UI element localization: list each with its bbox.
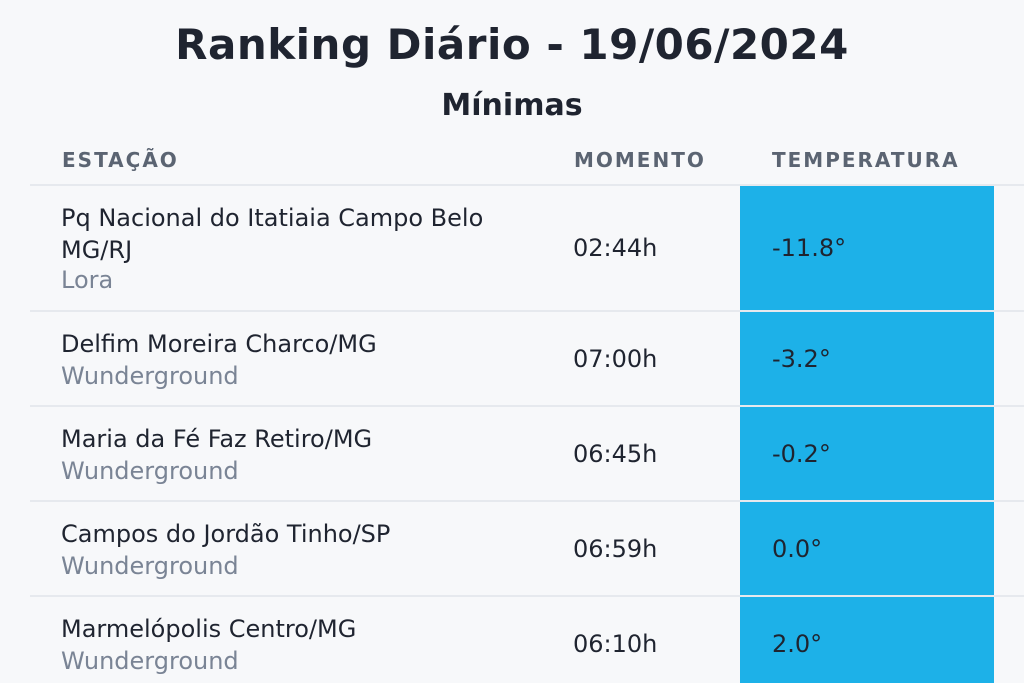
measurement-time: 06:10h	[573, 630, 658, 658]
temperature-value: 2.0°	[772, 630, 823, 658]
row-divider	[30, 595, 1024, 597]
row-divider	[30, 310, 1024, 312]
temperature-cell: -3.2°	[740, 312, 994, 405]
station-source: Lora	[61, 266, 114, 294]
column-header-moment: MOMENTO	[574, 148, 706, 172]
table-row: Pq Nacional do Itatiaia Campo Belo MG/RJ…	[30, 186, 1024, 310]
row-divider	[30, 500, 1024, 502]
measurement-time: 07:00h	[573, 345, 658, 373]
temperature-value: -0.2°	[772, 440, 831, 468]
station-name: Delfim Moreira Charco/MG	[61, 330, 377, 358]
table-row: Marmelópolis Centro/MG Wunderground 06:1…	[30, 597, 1024, 683]
row-divider	[30, 405, 1024, 407]
station-name: Campos do Jordão Tinho/SP	[61, 520, 391, 548]
page-title: Ranking Diário - 19/06/2024	[175, 20, 849, 69]
temperature-cell: -11.8°	[740, 186, 994, 310]
measurement-time: 02:44h	[573, 234, 658, 262]
measurement-time: 06:59h	[573, 535, 658, 563]
temperature-cell: 0.0°	[740, 502, 994, 595]
temperature-value: -11.8°	[772, 234, 847, 262]
station-source: Wunderground	[61, 647, 239, 675]
station-name: Pq Nacional do Itatiaia Campo Belo MG/RJ	[61, 204, 484, 264]
table-row: Campos do Jordão Tinho/SP Wunderground 0…	[30, 502, 1024, 595]
temperature-cell: 2.0°	[740, 597, 994, 683]
station-source: Wunderground	[61, 457, 239, 485]
station-name: Maria da Fé Faz Retiro/MG	[61, 425, 373, 453]
header-divider	[30, 184, 1024, 186]
table-row: Maria da Fé Faz Retiro/MG Wunderground 0…	[30, 407, 1024, 500]
station-source: Wunderground	[61, 552, 239, 580]
column-header-station: ESTAÇÃO	[62, 148, 179, 172]
station-source: Wunderground	[61, 362, 239, 390]
temperature-value: -3.2°	[772, 345, 831, 373]
station-name: Marmelópolis Centro/MG	[61, 615, 357, 643]
temperature-cell: -0.2°	[740, 407, 994, 500]
measurement-time: 06:45h	[573, 440, 658, 468]
page-subtitle: Mínimas	[441, 88, 583, 123]
table-row: Delfim Moreira Charco/MG Wunderground 07…	[30, 312, 1024, 405]
temperature-value: 0.0°	[772, 535, 823, 563]
column-header-temperature: TEMPERATURA	[772, 148, 960, 172]
